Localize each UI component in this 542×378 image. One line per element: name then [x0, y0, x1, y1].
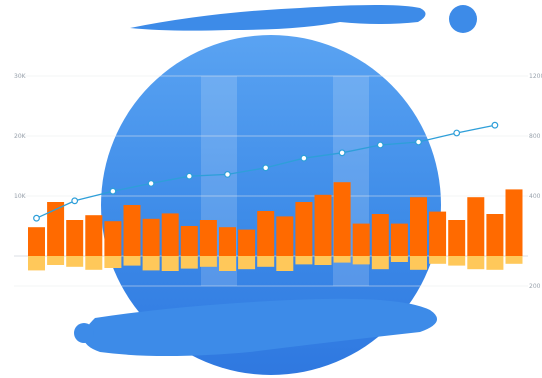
line-point: [71, 197, 79, 205]
bar-negative: [505, 256, 523, 264]
bar-negative: [180, 256, 198, 269]
left-tick-label: 20K: [14, 133, 27, 140]
line-point: [262, 164, 270, 172]
bar-negative: [47, 256, 65, 265]
line-point: [33, 214, 40, 222]
bar-negative: [66, 256, 84, 267]
right-tick-label: 800: [529, 133, 541, 140]
line-point: [300, 154, 308, 162]
bar-negative: [429, 256, 447, 264]
bar-positive: [238, 229, 256, 256]
background-splash-top: [130, 5, 426, 31]
right-tick-label: 400: [529, 193, 541, 200]
bar-negative: [467, 256, 485, 270]
bar-positive: [28, 227, 45, 256]
left-axis: 30K 20K 10K: [14, 73, 27, 200]
bar-series: [28, 182, 523, 271]
line-point: [415, 138, 422, 146]
line-point: [109, 187, 117, 195]
line-point: [147, 179, 155, 187]
bar-positive: [352, 223, 370, 256]
bar-positive: [486, 214, 504, 256]
bar-positive: [390, 223, 408, 256]
bar-negative: [390, 256, 408, 262]
bar-positive: [276, 216, 294, 256]
bar-positive: [47, 202, 65, 256]
bar-negative: [28, 256, 45, 271]
bar-negative: [295, 256, 313, 265]
right-tick-label: 1200: [529, 73, 542, 80]
left-tick-label: 10K: [14, 193, 27, 200]
background-dot-bottom-left: [74, 323, 94, 343]
right-tick-label: 200: [529, 283, 541, 290]
line-series: [33, 121, 499, 222]
bar-positive: [66, 220, 84, 256]
bar-negative: [219, 256, 236, 271]
bar-negative: [238, 256, 256, 270]
bar-positive: [314, 194, 332, 256]
bar-positive: [448, 220, 466, 256]
bar-negative: [314, 256, 332, 265]
bar-positive: [371, 214, 389, 256]
bar-positive: [123, 205, 141, 256]
bar-positive: [104, 221, 122, 256]
bar-positive: [429, 211, 447, 256]
background-splash-bottom: [83, 298, 438, 356]
line-point: [224, 170, 231, 178]
bar-positive: [505, 189, 523, 256]
background-decoration: [74, 5, 477, 375]
bar-negative: [104, 256, 122, 268]
bar-positive: [257, 211, 275, 256]
line-point: [491, 121, 499, 129]
bar-negative: [142, 256, 160, 271]
line-point: [338, 149, 346, 157]
bar-negative: [448, 256, 466, 266]
line-point: [376, 141, 384, 149]
background-circle: [101, 35, 441, 375]
bar-negative: [333, 256, 351, 263]
bar-positive: [161, 213, 179, 256]
line-point: [185, 172, 193, 180]
bar-negative: [257, 256, 275, 267]
bar-positive: [295, 202, 313, 256]
bar-positive: [199, 220, 217, 256]
bar-negative: [123, 256, 141, 266]
left-tick-label: 30K: [14, 73, 27, 80]
line-point: [453, 129, 461, 137]
bar-positive: [219, 227, 236, 256]
bar-negative: [410, 256, 427, 270]
bar-negative: [161, 256, 179, 271]
bar-positive: [410, 197, 427, 256]
bar-negative: [85, 256, 103, 270]
bar-negative: [486, 256, 504, 270]
bar-negative: [352, 256, 370, 265]
bar-positive: [333, 182, 351, 256]
bar-negative: [371, 256, 389, 270]
bar-positive: [180, 226, 198, 256]
bar-positive: [85, 215, 103, 256]
bar-positive: [142, 218, 160, 256]
right-axis: 1200 800 400 200: [529, 73, 542, 290]
background-dot-top-right: [449, 5, 477, 33]
bar-negative: [276, 256, 294, 271]
bar-positive: [467, 197, 485, 256]
bar-negative: [199, 256, 217, 267]
